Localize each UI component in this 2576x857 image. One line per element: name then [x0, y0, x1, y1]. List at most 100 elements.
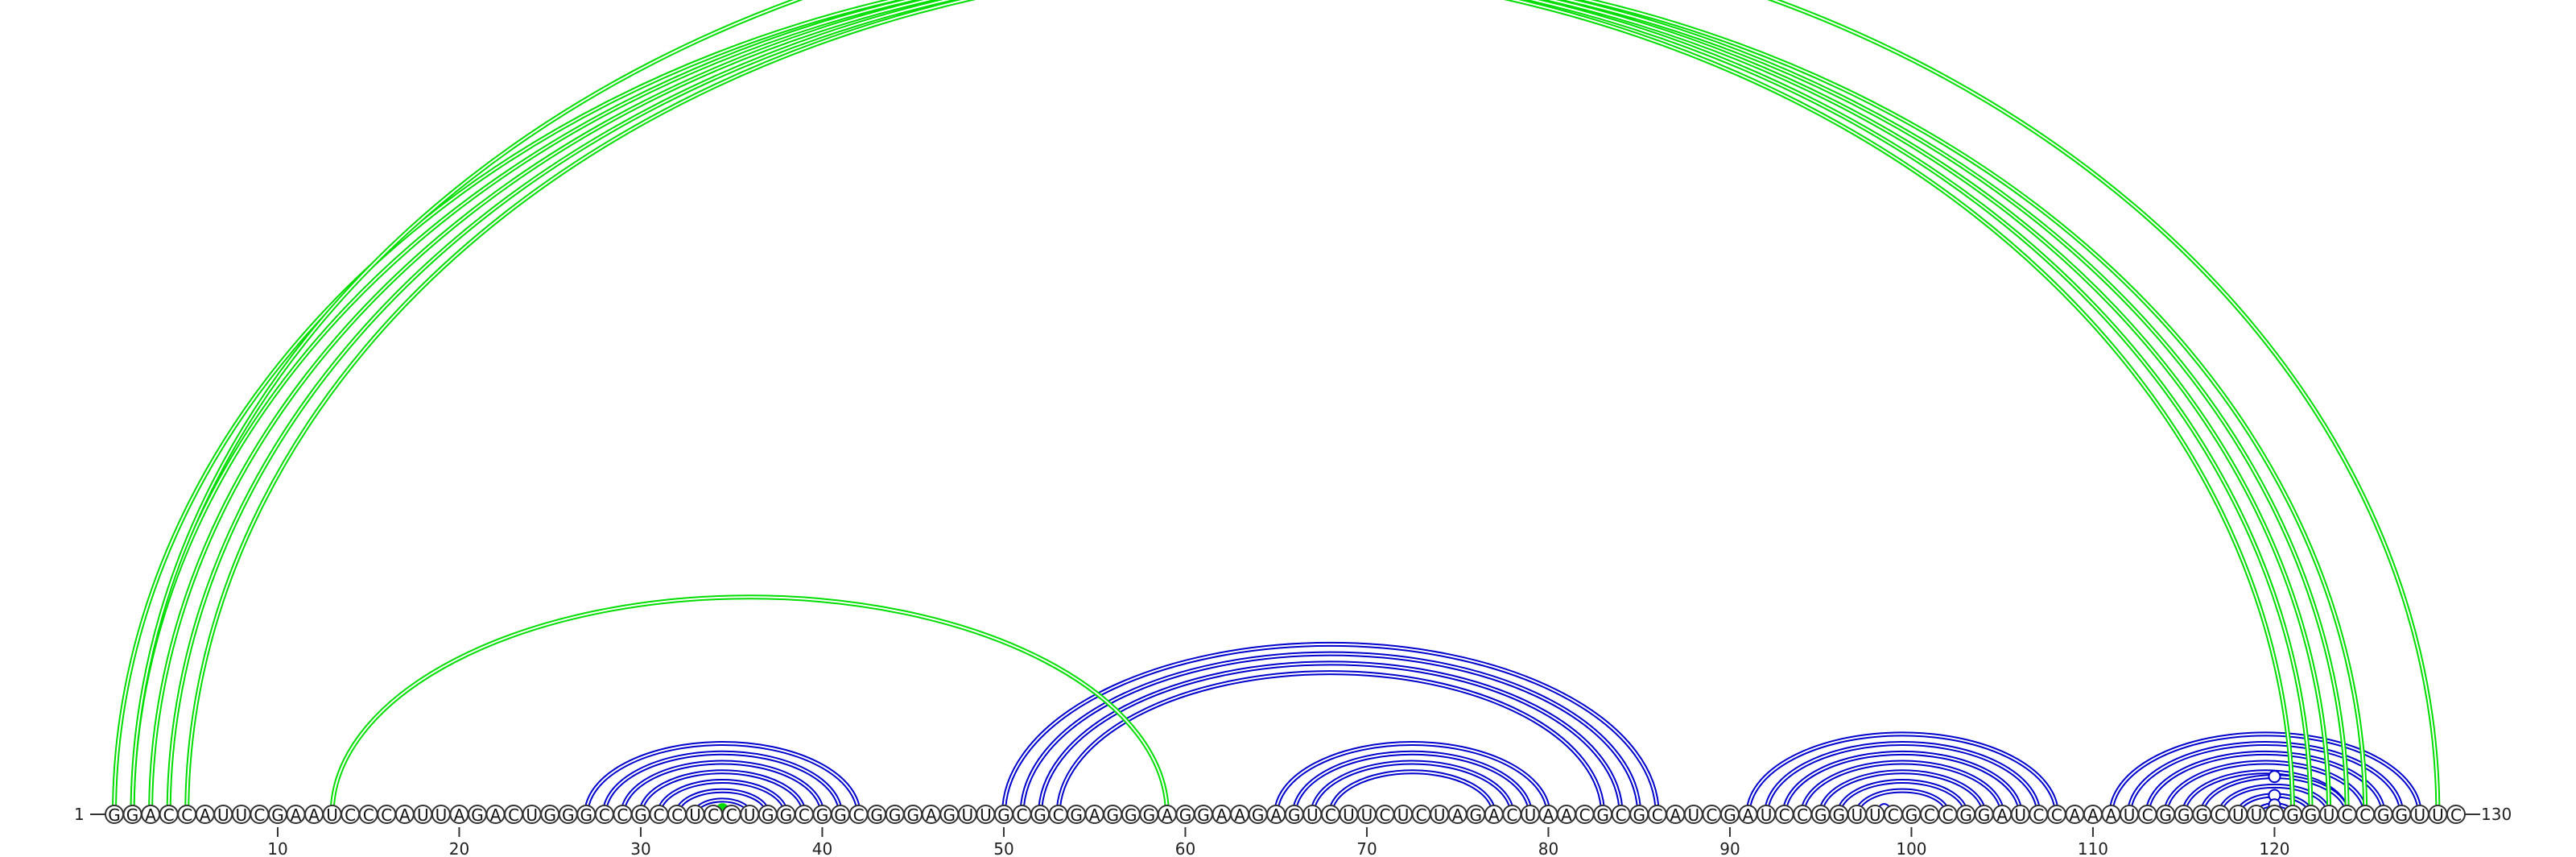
- nucleotide: C: [1938, 805, 1958, 825]
- nucleotide: C: [1320, 805, 1340, 825]
- nucleotide-letter: U: [1343, 805, 1355, 825]
- nucleotide-letter: U: [2414, 805, 2426, 825]
- nucleotide: C: [1647, 805, 1667, 825]
- nucleotide-letter: A: [1234, 805, 1245, 825]
- base-pair-arc-inner: [1802, 761, 2004, 815]
- nucleotide-letter: G: [1633, 805, 1645, 825]
- pair-marker: [2268, 770, 2281, 784]
- nucleotide: C: [1502, 805, 1522, 825]
- base-pair-arc: [184, 0, 2368, 817]
- nucleotide-letter: A: [1216, 805, 1228, 825]
- nucleotide-letter: U: [1688, 805, 1700, 825]
- nucleotide-letter: U: [236, 805, 248, 825]
- nucleotide: G: [630, 805, 650, 825]
- nucleotide: G: [776, 805, 796, 825]
- nucleotide-letter: C: [1888, 805, 1899, 825]
- nucleotide: U: [322, 805, 342, 825]
- nucleotide-letter: G: [271, 805, 284, 825]
- nucleotide-letter: G: [2305, 805, 2318, 825]
- tick-label: 20: [449, 839, 469, 857]
- nucleotide-letter: U: [526, 805, 538, 825]
- nucleotide-letter: G: [543, 805, 556, 825]
- nucleotide-letter: C: [726, 805, 737, 825]
- nucleotide: G: [2283, 805, 2302, 825]
- nucleotide-letter: A: [308, 805, 320, 825]
- nucleotide-letter: C: [671, 805, 683, 825]
- nucleotide-letter: U: [1851, 805, 1863, 825]
- nucleotide-letter: G: [2159, 805, 2172, 825]
- nucleotide: G: [267, 805, 287, 825]
- nucleotide-letter: A: [145, 805, 156, 825]
- nucleotide: C: [613, 805, 633, 825]
- nucleotide-letter: G: [906, 805, 919, 825]
- nucleotide: G: [1139, 805, 1159, 825]
- nucleotide: U: [2010, 805, 2030, 825]
- nucleotide: C: [1920, 805, 1939, 825]
- nucleotide-letter: U: [326, 805, 338, 825]
- tick-label: 80: [1538, 839, 1558, 857]
- nucleotide-letter: C: [1579, 805, 1591, 825]
- nucleotide: A: [1084, 805, 1104, 825]
- nucleotide: G: [1829, 805, 1849, 825]
- base-pair-arc-inner: [603, 751, 841, 815]
- nucleotide-circle: [2446, 805, 2466, 824]
- nucleotide: G: [831, 805, 850, 825]
- base-pair-arc-inner: [1039, 662, 1622, 815]
- nucleotide: U: [2120, 805, 2140, 825]
- nucleotide-letter: C: [508, 805, 519, 825]
- nucleotide-letter: G: [2377, 805, 2390, 825]
- base-pair-arc-inner: [2219, 785, 2330, 815]
- nucleotide: C: [1883, 805, 1903, 825]
- base-pair-arcs: [112, 0, 2438, 817]
- nucleotide: G: [758, 805, 778, 825]
- nucleotide-letter: U: [1869, 805, 1881, 825]
- nucleotide: G: [2373, 805, 2393, 825]
- nucleotide-letter: U: [1434, 805, 1446, 825]
- tick-label: 40: [812, 839, 832, 857]
- nucleotide: A: [1666, 805, 1686, 825]
- nucleotide: A: [394, 805, 415, 825]
- nucleotide-letter: C: [254, 805, 265, 825]
- base-pair-arc-inner: [1819, 771, 1985, 815]
- nucleotide: C: [1411, 805, 1431, 825]
- nucleotide-letter: G: [1070, 805, 1083, 825]
- nucleotide-letter: A: [1543, 805, 1554, 825]
- nucleotide: C: [704, 805, 724, 825]
- nucleotide-letter: C: [799, 805, 810, 825]
- nucleotide: U: [2428, 805, 2448, 825]
- nucleotide-letter: G: [780, 805, 793, 825]
- nucleotide-letter: U: [2232, 805, 2244, 825]
- nucleotide: A: [195, 805, 215, 825]
- nucleotide: G: [1466, 805, 1486, 825]
- nucleotide-letter: G: [1288, 805, 1301, 825]
- base-pair-arc-inner: [621, 761, 824, 815]
- nucleotide-letter: G: [762, 805, 774, 825]
- base-pair-arc-inner: [1057, 672, 1604, 815]
- nucleotide-letter: A: [291, 805, 302, 825]
- tick-label: 60: [1175, 839, 1195, 857]
- nucleotide: A: [2101, 805, 2121, 825]
- base-pair-arc: [329, 594, 1170, 817]
- nucleotide-letter: C: [345, 805, 356, 825]
- nucleotide: G: [812, 805, 832, 825]
- nucleotide-letter: C: [1652, 805, 1663, 825]
- base-pair-arc-inner: [658, 780, 787, 815]
- nucleotide: A: [449, 805, 469, 825]
- nucleotide: C: [667, 805, 687, 825]
- nucleotide: C: [177, 805, 197, 825]
- nucleotide-letter: U: [1761, 805, 1773, 825]
- base-pair-arc: [130, 0, 2314, 817]
- nucleotide-letter: G: [1814, 805, 1827, 825]
- nucleotide: G: [2301, 805, 2321, 825]
- nucleotide-letter: C: [2142, 805, 2153, 825]
- nucleotide: G: [1067, 805, 1087, 825]
- nucleotide-letter: G: [870, 805, 883, 825]
- nucleotide: A: [1230, 805, 1250, 825]
- nucleotide-letter: G: [834, 805, 847, 825]
- nucleotide-letter: A: [1743, 805, 1754, 825]
- nucleotide: U: [976, 805, 996, 825]
- tick-label: 50: [993, 839, 1013, 857]
- nucleotide-letter: G: [1959, 805, 1972, 825]
- nucleotide-letter: G: [126, 805, 139, 825]
- nucleotide: A: [1538, 805, 1558, 825]
